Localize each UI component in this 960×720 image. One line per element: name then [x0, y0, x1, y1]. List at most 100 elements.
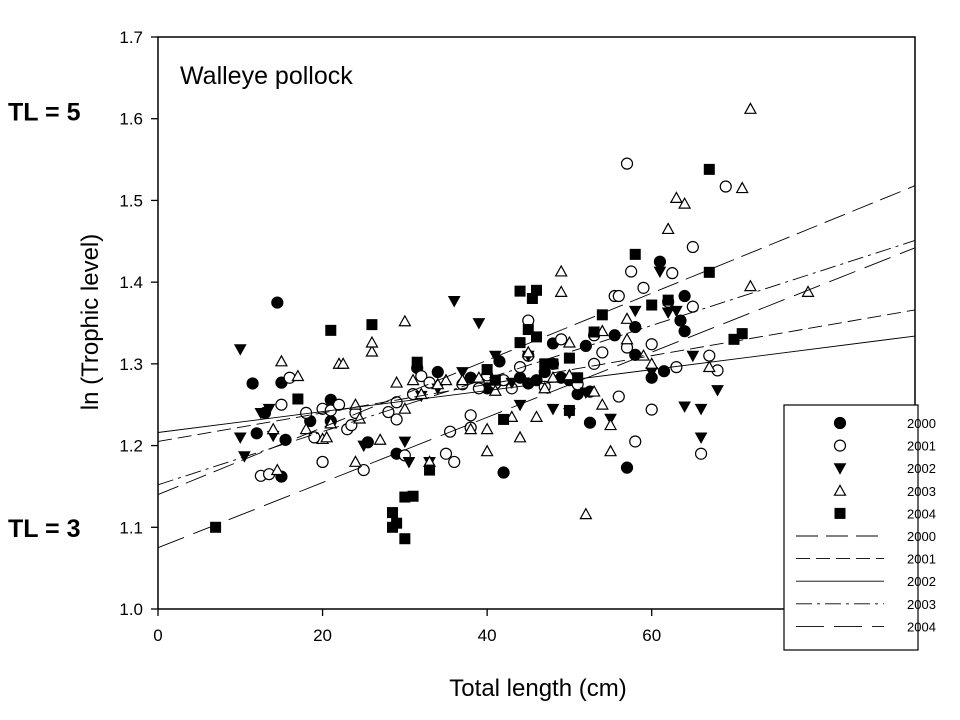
y-tick-label: 1.2 [119, 437, 143, 456]
point-2001 [513, 361, 527, 374]
point-2003 [554, 264, 568, 277]
y-tick-label: 1.5 [119, 191, 143, 210]
point-2003 [472, 371, 486, 383]
point-2002 [233, 344, 247, 356]
x-tick-label: 40 [478, 626, 497, 645]
point-2002 [694, 403, 708, 416]
fit-line-2000 [157, 185, 916, 496]
legend: 2000 2001 2002 2003 2004 2000 2001 2002 2003 2004 [783, 404, 936, 651]
point-2002 [653, 266, 667, 279]
point-2001 [464, 409, 477, 422]
point-2003 [554, 285, 568, 297]
legend-box [783, 404, 919, 651]
point-2004 [481, 364, 493, 376]
point-2004 [210, 521, 222, 533]
point-2002 [670, 305, 683, 318]
point-2000 [678, 289, 691, 303]
point-2003 [480, 444, 494, 457]
point-2000 [497, 466, 510, 479]
point-2004 [522, 324, 534, 336]
point-2003 [299, 422, 313, 435]
point-2000 [530, 374, 543, 387]
x-tick-label: 60 [642, 626, 661, 645]
point-2001 [316, 455, 329, 469]
point-2004 [292, 393, 304, 405]
y-tick-label: 1.1 [119, 518, 143, 537]
y-tick-label: 1.4 [119, 273, 143, 292]
point-2003 [669, 191, 683, 203]
point-2004 [424, 464, 436, 476]
legend-marker-swatch [833, 463, 847, 475]
point-2004 [407, 490, 419, 502]
point-2002 [546, 403, 560, 416]
data-marks [157, 102, 916, 549]
point-2001 [439, 447, 453, 460]
legend-label: 2004 [907, 619, 936, 634]
point-2002 [628, 305, 642, 318]
point-2003 [620, 332, 634, 345]
point-2004 [489, 374, 501, 386]
point-2000 [271, 296, 284, 309]
point-2002 [711, 385, 724, 397]
point-2003 [336, 357, 350, 369]
point-2000 [246, 377, 259, 390]
point-2004 [526, 292, 538, 304]
axes: 0 20 40 60 1.0 1.1 1.2 1.3 1.4 1.5 1.6 1.7 [119, 28, 661, 645]
point-2003 [620, 312, 634, 324]
point-2001 [596, 346, 609, 359]
point-2004 [563, 404, 575, 416]
point-2003 [529, 410, 544, 422]
point-2001 [629, 435, 642, 448]
point-2002 [398, 436, 412, 449]
point-2002 [678, 401, 691, 413]
point-2004 [411, 356, 423, 368]
point-2004 [588, 326, 600, 338]
point-2004 [539, 358, 551, 370]
point-2002 [254, 407, 268, 420]
legend-marker-swatch [833, 416, 847, 430]
point-2001 [625, 265, 638, 278]
legend-label: 2000 [907, 529, 936, 544]
point-2004 [703, 266, 715, 278]
point-2004 [514, 337, 526, 349]
point-2000 [583, 416, 597, 429]
point-2004 [629, 248, 641, 260]
legend-label: 2004 [907, 506, 936, 521]
point-2002 [402, 457, 416, 469]
point-2002 [456, 367, 469, 379]
point-2003 [291, 369, 305, 382]
y-axis-title: ln (Trophic level) [77, 234, 104, 411]
point-2004 [662, 294, 674, 306]
legend-marker-swatch [834, 507, 846, 519]
fit-line-2001 [157, 309, 916, 442]
point-2004 [366, 319, 378, 331]
point-2004 [391, 517, 403, 529]
point-2004 [596, 309, 608, 321]
y-tick-label: 1.7 [119, 28, 143, 47]
point-2003 [735, 181, 749, 194]
point-2001 [719, 180, 732, 193]
point-2000 [279, 433, 292, 446]
point-2002 [694, 432, 708, 444]
point-2003 [455, 373, 469, 386]
point-2003 [743, 102, 757, 114]
point-2003 [365, 344, 379, 357]
y-tick-label: 1.0 [119, 600, 143, 619]
point-2001 [448, 455, 461, 469]
point-2002 [686, 350, 700, 363]
point-2003 [373, 433, 387, 445]
point-2000 [620, 461, 634, 474]
point-2000 [674, 314, 687, 327]
point-2001 [637, 281, 650, 294]
point-2003 [579, 507, 593, 520]
point-2001 [587, 357, 601, 370]
point-2003 [398, 402, 412, 414]
point-2001 [686, 240, 699, 254]
legend-marker-swatch [833, 439, 847, 452]
point-2004 [399, 533, 411, 545]
point-2001 [645, 403, 658, 416]
legend-label: 2002 [907, 461, 936, 476]
trophic-level-label: TL = 3 [8, 515, 81, 543]
point-2004 [387, 507, 399, 519]
